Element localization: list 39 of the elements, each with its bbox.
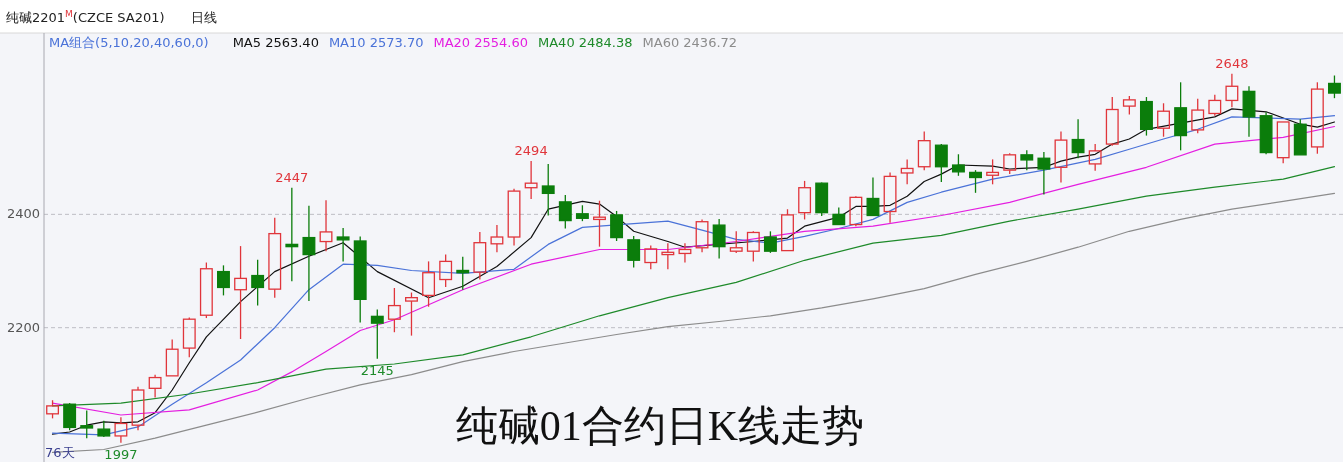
candlestick bbox=[1259, 111, 1273, 155]
candlestick bbox=[849, 196, 863, 227]
annotation: 2145 bbox=[360, 362, 394, 378]
annotation: 2447 bbox=[275, 169, 309, 185]
y-tick-label: 2200 bbox=[6, 319, 40, 335]
candlestick bbox=[490, 224, 504, 253]
candlestick bbox=[1242, 85, 1256, 138]
text: 日线 bbox=[190, 10, 217, 25]
text: MA10 2573.70 bbox=[328, 35, 424, 50]
annotation: 2648 bbox=[1215, 55, 1249, 71]
text: MA5 2563.40 bbox=[232, 35, 319, 50]
candlestick bbox=[678, 242, 692, 264]
candlestick bbox=[319, 199, 333, 252]
annotation: 1997 bbox=[104, 446, 138, 462]
candlestick bbox=[524, 160, 538, 200]
candlestick bbox=[1225, 73, 1239, 108]
candlestick bbox=[302, 205, 316, 302]
candlestick bbox=[541, 163, 555, 217]
candlestick bbox=[1037, 151, 1051, 196]
annotation: 2494 bbox=[514, 143, 548, 159]
legend-title: MA组合(5,10,20,40,60,0) bbox=[49, 35, 209, 50]
candlestick bbox=[234, 245, 248, 340]
candlestick bbox=[336, 227, 350, 263]
candlestick bbox=[883, 171, 897, 224]
text: MA60 2436.72 bbox=[642, 35, 738, 50]
candlestick bbox=[148, 374, 162, 399]
candlestick bbox=[1071, 118, 1085, 159]
annotation: 76天 bbox=[45, 445, 75, 460]
candlestick bbox=[695, 218, 709, 253]
candlestick bbox=[661, 242, 675, 270]
text: MA40 2484.38 bbox=[538, 35, 633, 50]
chart-title: 纯碱2201$^{M}$(CZCE SA201) bbox=[6, 9, 165, 25]
candlestick bbox=[1054, 130, 1068, 184]
candlestick bbox=[131, 385, 145, 431]
text: MA20 2554.60 bbox=[433, 35, 528, 50]
candlestick bbox=[712, 218, 726, 260]
annotation: 纯碱01合约日K线走势 bbox=[455, 403, 865, 449]
candlestick bbox=[114, 416, 128, 444]
y-tick-label: 2400 bbox=[6, 206, 40, 222]
